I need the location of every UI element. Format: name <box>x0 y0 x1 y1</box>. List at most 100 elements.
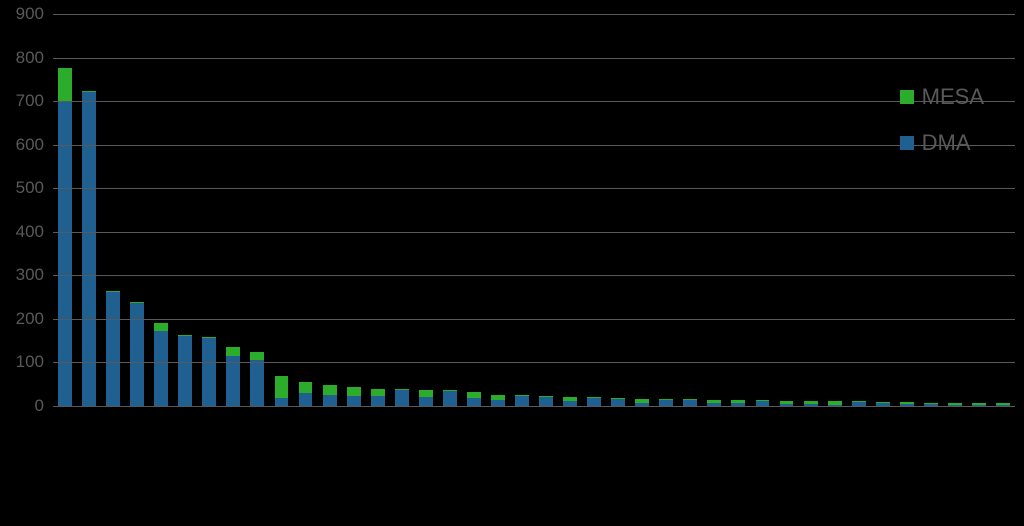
bar <box>852 14 866 406</box>
bar <box>323 14 337 406</box>
bar-segment-mesa <box>828 401 842 404</box>
bar-segment-dma <box>395 390 409 406</box>
bar-segment-dma <box>371 396 385 406</box>
bar-segment-mesa <box>371 389 385 397</box>
bar <box>491 14 505 406</box>
bar-segment-mesa <box>731 400 745 403</box>
bar <box>467 14 481 406</box>
legend-item-dma: DMA <box>900 130 984 156</box>
bar-segment-mesa <box>780 401 794 404</box>
bar-segment-mesa <box>130 302 144 303</box>
bar-segment-mesa <box>323 385 337 395</box>
bar-segment-mesa <box>587 397 601 398</box>
bar <box>611 14 625 406</box>
bar-segment-mesa <box>611 398 625 399</box>
bar <box>996 14 1010 406</box>
gridline <box>53 101 1015 102</box>
bar-segment-dma <box>323 395 337 406</box>
gridline <box>53 14 1015 15</box>
bar-segment-dma <box>419 397 433 406</box>
bar <box>275 14 289 406</box>
bar-segment-dma <box>587 398 601 406</box>
bar-segment-mesa <box>275 376 289 398</box>
y-axis-tick-label: 400 <box>16 222 44 242</box>
bar-segment-mesa <box>756 400 770 401</box>
bar <box>539 14 553 406</box>
bar-segment-mesa <box>467 392 481 398</box>
y-axis-tick-label: 500 <box>16 178 44 198</box>
bar-segment-mesa <box>226 347 240 356</box>
gridline <box>53 145 1015 146</box>
legend-swatch-dma <box>900 136 914 150</box>
bar-segment-dma <box>250 360 264 406</box>
bar <box>419 14 433 406</box>
plot-region <box>53 14 1015 406</box>
gridline <box>53 406 1015 407</box>
bar-segment-mesa <box>563 397 577 401</box>
gridline <box>53 275 1015 276</box>
y-axis-tick-label: 100 <box>16 352 44 372</box>
bar-segment-mesa <box>707 400 721 403</box>
gridline <box>53 188 1015 189</box>
bar <box>924 14 938 406</box>
bar <box>347 14 361 406</box>
bar-segment-mesa <box>852 401 866 402</box>
bar <box>106 14 120 406</box>
legend-label: MESA <box>922 84 984 110</box>
bar <box>371 14 385 406</box>
bar-segment-dma <box>82 92 96 406</box>
gridline <box>53 232 1015 233</box>
bar-segment-mesa <box>659 399 673 400</box>
bar-segment-mesa <box>539 396 553 397</box>
bar-segment-dma <box>515 396 529 406</box>
bar-segment-mesa <box>419 390 433 397</box>
bar-segment-dma <box>106 292 120 406</box>
bar-segment-mesa <box>395 389 409 390</box>
bar <box>707 14 721 406</box>
bar <box>563 14 577 406</box>
bar <box>876 14 890 406</box>
bar-segment-mesa <box>491 395 505 400</box>
bar-segment-mesa <box>443 390 457 391</box>
chart-area: 0100200300400500600700800900 MESADMA <box>0 0 1024 526</box>
bar-segment-mesa <box>154 323 168 331</box>
bar-segment-mesa <box>347 387 361 396</box>
bar-segment-mesa <box>924 403 938 405</box>
bar-segment-dma <box>202 338 216 406</box>
bar-segment-dma <box>443 391 457 406</box>
bar-segment-mesa <box>202 337 216 338</box>
bar-segment-mesa <box>996 403 1010 404</box>
bar <box>202 14 216 406</box>
y-axis-tick-label: 900 <box>16 4 44 24</box>
gridline <box>53 362 1015 363</box>
gridline <box>53 58 1015 59</box>
bar <box>804 14 818 406</box>
bar-segment-mesa <box>948 403 962 405</box>
bar <box>130 14 144 406</box>
bar-segment-dma <box>275 398 289 406</box>
bar-segment-mesa <box>683 399 697 400</box>
bar <box>395 14 409 406</box>
bar <box>443 14 457 406</box>
bar <box>154 14 168 406</box>
bar-segment-dma <box>611 399 625 406</box>
bar-segment-mesa <box>299 382 313 392</box>
bar <box>82 14 96 406</box>
bar-segment-dma <box>154 331 168 406</box>
bar <box>299 14 313 406</box>
bar-segment-mesa <box>250 352 264 360</box>
legend-swatch-mesa <box>900 90 914 104</box>
bar <box>58 14 72 406</box>
bar-segment-mesa <box>972 403 986 404</box>
bar-segment-dma <box>347 396 361 406</box>
y-axis-tick-label: 300 <box>16 265 44 285</box>
bar-segment-mesa <box>515 395 529 396</box>
bar <box>178 14 192 406</box>
bar <box>900 14 914 406</box>
bar <box>828 14 842 406</box>
y-axis-tick-label: 700 <box>16 91 44 111</box>
bar <box>731 14 745 406</box>
legend: MESA DMA <box>900 84 984 176</box>
bar <box>515 14 529 406</box>
bar-segment-dma <box>467 398 481 406</box>
